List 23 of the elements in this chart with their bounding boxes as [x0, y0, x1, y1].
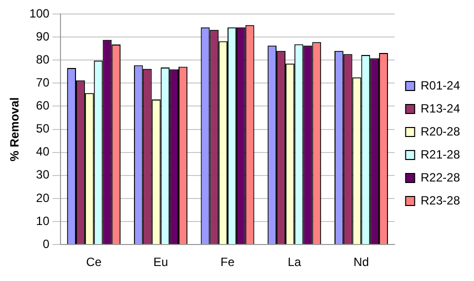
legend-label: R01-24	[420, 78, 460, 92]
x-tick-label: Ce	[86, 255, 102, 270]
x-tick-label: Eu	[153, 255, 168, 270]
x-tick-label: Nd	[354, 255, 369, 270]
y-tick-label: 60	[36, 98, 50, 113]
x-tick-label: Fe	[220, 255, 235, 270]
legend-label: R20-28	[420, 124, 460, 138]
legend-label: R13-24	[420, 101, 460, 116]
legend-label: R22-28	[420, 170, 460, 184]
y-tick-label: 50	[36, 122, 50, 136]
y-tick-label: 100	[29, 6, 50, 20]
y-tick-label: 80	[36, 52, 50, 66]
y-tick-label: 70	[36, 75, 50, 90]
y-tick-label: 10	[36, 214, 50, 228]
y-tick-label: 20	[36, 190, 50, 205]
legend-label: R23-28	[420, 193, 460, 208]
y-tick-label: 0	[42, 236, 50, 251]
x-tick-label: La	[288, 255, 302, 270]
legend-label: R21-28	[420, 147, 460, 162]
y-axis-title: % Removal	[8, 97, 22, 162]
y-tick-label: 30	[36, 168, 50, 182]
y-tick-label: 90	[36, 29, 50, 44]
y-tick-label: 40	[36, 144, 50, 159]
